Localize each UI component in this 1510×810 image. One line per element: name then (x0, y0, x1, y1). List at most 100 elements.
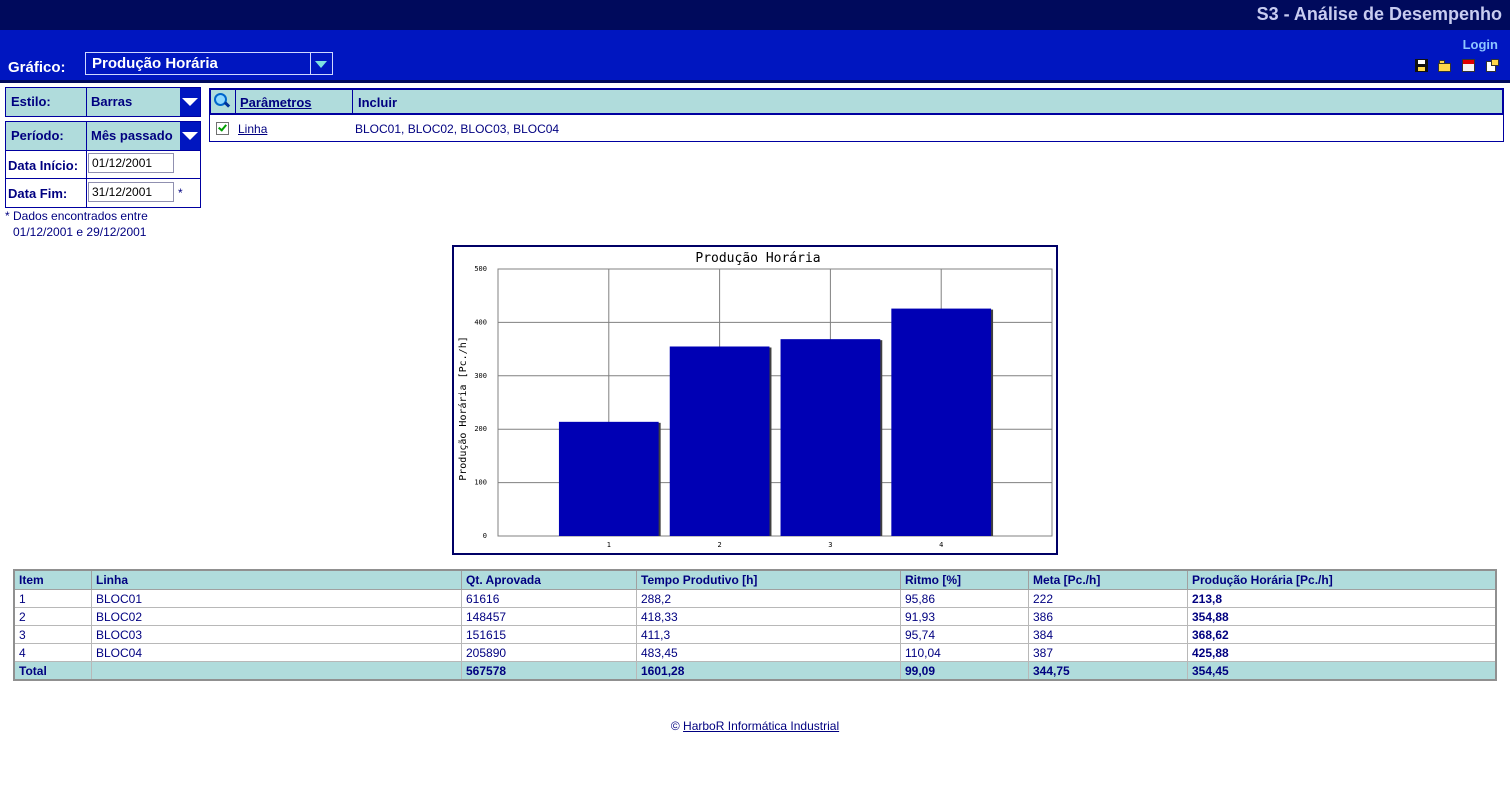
table-cell: 110,04 (900, 643, 1029, 662)
table-header-cell: Ritmo [%] (900, 569, 1029, 590)
table-cell: 1 (13, 589, 92, 608)
table-cell: 288,2 (636, 589, 901, 608)
export-icon[interactable] (1486, 59, 1499, 72)
periodo-select[interactable]: Mês passado (86, 122, 200, 150)
periodo-label: Período: (11, 128, 64, 143)
parameters-header: Parâmetros Incluir (209, 88, 1504, 115)
table-cell: 344,75 (1028, 661, 1188, 681)
bar (558, 421, 659, 536)
bar (669, 346, 770, 536)
table-cell: 95,74 (900, 625, 1029, 644)
save-icon[interactable] (1415, 59, 1428, 72)
table-row: 3 BLOC03 151615 411,3 95,74 384 368,62 (13, 625, 1497, 644)
required-asterisk: * (178, 186, 183, 200)
table-header-cell: Item (13, 569, 92, 590)
table-cell: BLOC03 (91, 625, 462, 644)
y-tick-label: 300 (474, 372, 487, 380)
table-cell: 418,33 (636, 607, 901, 626)
chevron-down-icon[interactable] (180, 122, 200, 150)
parameter-row: Linha BLOC01, BLOC02, BLOC03, BLOC04 (209, 115, 1504, 142)
table-cell (91, 661, 462, 681)
table-cell: 567578 (461, 661, 637, 681)
table-cell: 213,8 (1187, 589, 1497, 608)
include-checkbox[interactable] (216, 122, 229, 135)
divider (6, 178, 200, 179)
table-header-cell: Linha (91, 569, 462, 590)
y-tick-label: 400 (474, 318, 487, 326)
estilo-select-value: Barras (91, 94, 133, 109)
table-cell: 425,88 (1187, 643, 1497, 662)
table-cell: BLOC04 (91, 643, 462, 662)
table-cell: 148457 (461, 607, 637, 626)
copyright: © HarboR Informática Industrial (0, 719, 1510, 733)
x-tick-label: 2 (717, 541, 721, 549)
table-cell: BLOC01 (91, 589, 462, 608)
data-inicio-input[interactable] (88, 153, 174, 173)
table-cell: 387 (1028, 643, 1188, 662)
estilo-select[interactable]: Barras (86, 88, 200, 116)
table-cell: 384 (1028, 625, 1188, 644)
x-tick-label: 4 (939, 541, 943, 549)
calendar-icon[interactable] (1462, 59, 1475, 72)
data-fim-input[interactable] (88, 182, 174, 202)
incluir-header: Incluir (358, 95, 398, 110)
table-header-cell: Meta [Pc./h] (1028, 569, 1188, 590)
linha-link[interactable]: Linha (238, 122, 268, 136)
y-tick-label: 100 (474, 479, 487, 487)
table-cell: 151615 (461, 625, 637, 644)
x-tick-label: 3 (828, 541, 832, 549)
toolbar: Login Gráfico: Produção Horária (0, 30, 1510, 80)
table-cell: 2 (13, 607, 92, 626)
title-bar: S3 - Análise de Desempenho (0, 0, 1510, 30)
grafico-select[interactable]: Produção Horária (85, 52, 333, 75)
table-cell: 3 (13, 625, 92, 644)
periodo-group: Período: Mês passado Data Início: Data F… (5, 121, 201, 208)
company-link[interactable]: HarboR Informática Industrial (683, 719, 840, 733)
table-header-row: Item Linha Qt. Aprovada Tempo Produtivo … (13, 569, 1497, 590)
estilo-label-cell: Estilo: (6, 88, 86, 116)
table-cell: 354,88 (1187, 607, 1497, 626)
data-inicio-label: Data Início: (8, 158, 79, 173)
table-cell: 354,45 (1187, 661, 1497, 681)
table-row: 2 BLOC02 148457 418,33 91,93 386 354,88 (13, 607, 1497, 626)
table-cell: 368,62 (1187, 625, 1497, 644)
chevron-down-icon[interactable] (180, 88, 200, 116)
x-tick-label: 1 (607, 541, 611, 549)
y-tick-label: 0 (483, 532, 487, 540)
footnote-line: 01/12/2001 e 29/12/2001 (13, 225, 147, 239)
chevron-down-icon[interactable] (310, 53, 332, 74)
estilo-label: Estilo: (11, 94, 51, 109)
login-link[interactable]: Login (1462, 37, 1498, 52)
table-cell: BLOC02 (91, 607, 462, 626)
divider (352, 90, 353, 113)
table-header-cell: Produção Horária [Pc./h] (1187, 569, 1497, 590)
open-folder-icon[interactable] (1438, 59, 1451, 72)
table-cell: 205890 (461, 643, 637, 662)
divider (6, 150, 200, 151)
results-table: Item Linha Qt. Aprovada Tempo Produtivo … (13, 569, 1497, 681)
bar-chart: 0 100 200 300 400 500 1 2 3 4 Produção Horária Prod… (457, 251, 1053, 549)
table-header-cell: Qt. Aprovada (461, 569, 637, 590)
table-cell: 4 (13, 643, 92, 662)
table-cell: 95,86 (900, 589, 1029, 608)
y-tick-label: 500 (474, 265, 487, 273)
table-total-row: Total 567578 1601,28 99,09 344,75 354,45 (13, 661, 1497, 681)
grafico-label: Gráfico: (8, 59, 66, 76)
table-header-cell: Tempo Produtivo [h] (636, 569, 901, 590)
chart-frame: 0 100 200 300 400 500 1 2 3 4 Produção Horária Prod… (452, 245, 1058, 555)
table-cell: 386 (1028, 607, 1188, 626)
table-cell: 61616 (461, 589, 637, 608)
table-cell: 483,45 (636, 643, 901, 662)
table-cell: 99,09 (900, 661, 1029, 681)
parametros-link[interactable]: Parâmetros (240, 95, 312, 110)
bar (891, 308, 992, 536)
y-axis-label: Produção Horária [Pc./h] (457, 336, 469, 481)
parameter-values: BLOC01, BLOC02, BLOC03, BLOC04 (355, 122, 560, 136)
table-cell: 222 (1028, 589, 1188, 608)
table-cell: Total (13, 661, 92, 681)
estilo-field: Estilo: Barras (5, 87, 201, 117)
copyright-symbol: © (670, 719, 680, 733)
search-icon[interactable] (213, 92, 231, 110)
divider (235, 90, 236, 113)
table-cell: 1601,28 (636, 661, 901, 681)
